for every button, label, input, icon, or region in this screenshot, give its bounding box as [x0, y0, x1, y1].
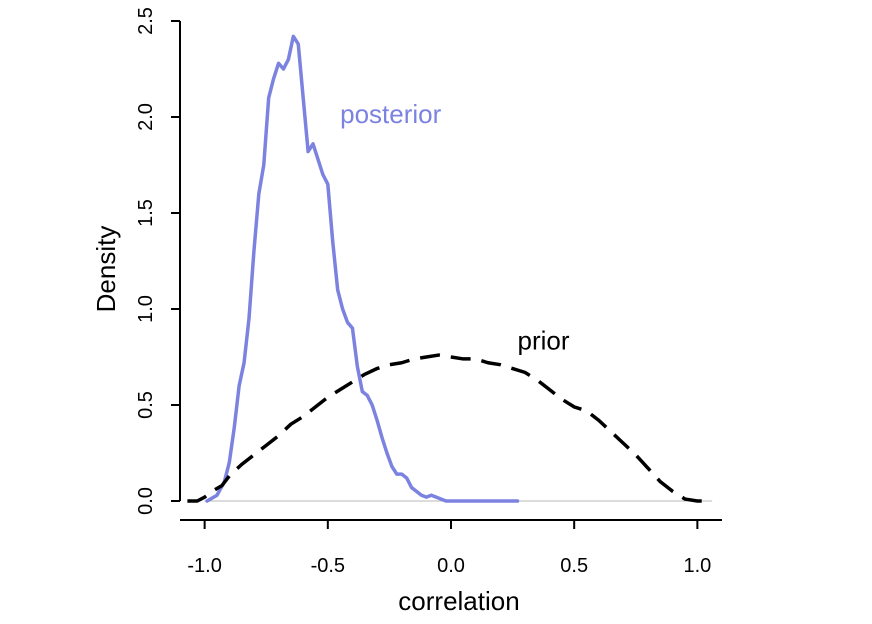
y-tick-label: 2.5 — [135, 7, 157, 35]
x-tick-label: 1.0 — [683, 555, 711, 577]
x-tick-label: 0.0 — [437, 555, 465, 577]
y-tick-label: 2.0 — [135, 103, 157, 131]
x-tick-label: 0.5 — [560, 555, 588, 577]
x-ticks: -1.0 -0.5 0.0 0.5 1.0 — [187, 520, 711, 577]
y-tick-label: 1.5 — [135, 199, 157, 227]
prior-label: prior — [518, 325, 570, 355]
posterior-curve — [205, 34, 520, 503]
y-ticks: 0.0 0.5 1.0 1.5 2.0 2.5 — [135, 7, 180, 515]
x-tick-label: -0.5 — [311, 555, 345, 577]
y-axis-title: Density — [91, 226, 121, 313]
y-tick-label: 1.0 — [135, 295, 157, 323]
posterior-label: posterior — [340, 99, 441, 129]
y-tick-label: 0.5 — [135, 391, 157, 419]
y-tick-label: 0.0 — [135, 487, 157, 515]
x-axis-title: correlation — [398, 586, 519, 616]
series-curves — [187, 34, 713, 503]
x-tick-label: -1.0 — [187, 555, 221, 577]
prior-curve — [187, 353, 713, 503]
curve-labels: posterior prior — [340, 99, 570, 356]
